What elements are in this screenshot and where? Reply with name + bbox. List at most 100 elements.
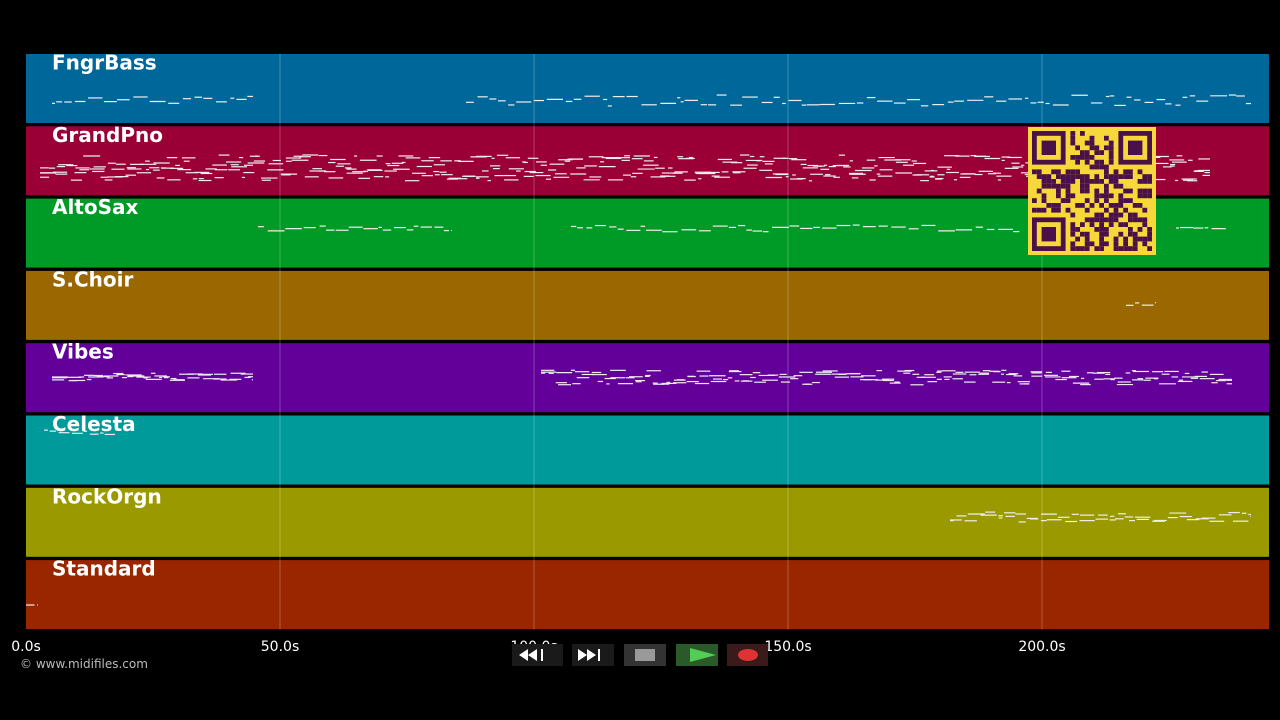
qr-cell — [1070, 231, 1076, 237]
track-lane — [26, 343, 1269, 413]
qr-cell — [1104, 227, 1109, 232]
qr-cell — [1056, 183, 1061, 189]
qr-cell — [1094, 198, 1100, 203]
qr-finder — [1128, 140, 1143, 155]
qr-cell — [1036, 174, 1042, 179]
record-button[interactable] — [727, 644, 768, 666]
qr-cell — [1065, 179, 1071, 184]
track-lane — [26, 54, 1269, 123]
qr-cell — [1142, 193, 1148, 199]
qr-cell — [1108, 193, 1114, 199]
qr-cell — [1108, 150, 1114, 155]
qr-cell — [1128, 169, 1133, 175]
qr-cell — [1070, 135, 1076, 141]
qr-cell — [1070, 193, 1076, 199]
qr-cell — [1128, 174, 1133, 179]
qr-cell — [1084, 179, 1090, 184]
qr-cell — [1041, 198, 1047, 203]
qr-cell — [1099, 241, 1104, 247]
qr-cell — [1104, 169, 1109, 175]
qr-cell — [1113, 203, 1119, 208]
qr-cell — [1104, 217, 1109, 223]
qr-cell — [1084, 241, 1090, 247]
qr-cell — [1094, 217, 1100, 223]
qr-cell — [1123, 222, 1128, 227]
qr-cell — [1065, 198, 1071, 203]
qr-cell — [1094, 212, 1100, 218]
qr-cell — [1065, 183, 1071, 189]
qr-cell — [1075, 155, 1080, 160]
qr-cell — [1099, 193, 1104, 199]
qr-cell — [1118, 212, 1124, 218]
qr-cell — [1041, 207, 1047, 213]
qr-cell — [1084, 246, 1090, 251]
qr-cell — [1099, 212, 1104, 218]
qr-cell — [1084, 198, 1090, 203]
qr-cell — [1118, 193, 1124, 199]
qr-cell — [1089, 179, 1095, 184]
qr-cell — [1051, 207, 1056, 213]
track-lane — [26, 270, 1269, 340]
qr-cell — [1089, 140, 1095, 146]
qr-cell — [1094, 150, 1100, 155]
qr-cell — [1104, 198, 1109, 203]
copyright: © www.midifiles.com — [20, 657, 148, 671]
qr-cell — [1094, 174, 1100, 179]
qr-cell — [1118, 183, 1124, 189]
qr-cell — [1118, 174, 1124, 179]
forward-button[interactable] — [572, 644, 614, 666]
rewind-button[interactable] — [512, 644, 563, 666]
qr-cell — [1132, 212, 1138, 218]
qr-cell — [1142, 217, 1148, 223]
qr-cell — [1046, 179, 1052, 184]
qr-cell — [1094, 179, 1100, 184]
qr-cell — [1147, 236, 1152, 242]
qr-cell — [1108, 222, 1114, 227]
qr-cell — [1080, 155, 1085, 160]
qr-cell — [1137, 188, 1143, 194]
grid — [279, 54, 1043, 630]
qr-cell — [1070, 212, 1076, 218]
track-name: Vibes — [52, 340, 114, 364]
qr-cell — [1108, 145, 1114, 151]
qr-cell — [1099, 179, 1104, 184]
qr-cell — [1065, 188, 1071, 194]
qr-cell — [1123, 188, 1128, 194]
qr-cell — [1123, 198, 1128, 203]
qr-cell — [1065, 207, 1071, 213]
qr-cell — [1060, 179, 1066, 184]
play-button[interactable] — [676, 644, 718, 666]
qr-cell — [1132, 246, 1138, 251]
qr-cell — [1036, 169, 1042, 175]
qr-cell — [1080, 231, 1085, 237]
qr-cell — [1113, 174, 1119, 179]
qr-cell — [1080, 183, 1085, 189]
qr-cell — [1075, 246, 1080, 251]
qr-cell — [1080, 203, 1085, 208]
qr-cell — [1108, 203, 1114, 208]
qr-cell — [1142, 241, 1148, 247]
qr-cell — [1113, 217, 1119, 223]
qr-cell — [1051, 203, 1056, 208]
qr-cell — [1075, 236, 1080, 242]
qr-cell — [1070, 174, 1076, 179]
qr-cell — [1118, 203, 1124, 208]
qr-cell — [1132, 236, 1138, 242]
qr-cell — [1060, 198, 1066, 203]
track-name: S.Choir — [52, 267, 134, 291]
qr-cell — [1051, 179, 1056, 184]
qr-cell — [1142, 207, 1148, 213]
qr-cell — [1075, 145, 1080, 151]
qr-cell — [1142, 188, 1148, 194]
stop-button[interactable] — [624, 644, 666, 666]
qr-cell — [1089, 164, 1095, 170]
qr-cell — [1084, 150, 1090, 155]
qr-cell — [1137, 203, 1143, 208]
qr-cell — [1147, 231, 1152, 237]
qr-cell — [1084, 217, 1090, 223]
qr-cell — [1051, 183, 1056, 189]
track-labels: FngrBass GrandPno AltoSax S.Choir Vibes Celes… — [52, 51, 163, 581]
qr-cell — [1080, 222, 1085, 227]
qr-cell — [1080, 174, 1085, 179]
